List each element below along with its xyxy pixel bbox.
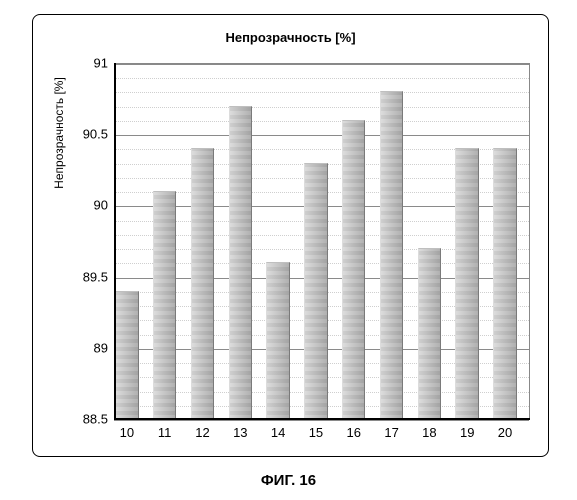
grid-major-line (114, 135, 529, 136)
x-axis-line (114, 418, 530, 420)
grid-minor-line (114, 107, 529, 108)
bar (418, 248, 441, 419)
y-tick-label: 90 (60, 198, 108, 213)
plot-area (114, 63, 530, 419)
x-tick-label: 13 (220, 425, 260, 440)
bar (191, 148, 214, 419)
chart-title: Непрозрачность [%] (32, 30, 549, 45)
bar (304, 163, 327, 419)
x-tick-label: 17 (372, 425, 412, 440)
x-tick-label: 15 (296, 425, 336, 440)
plot-inner (114, 64, 529, 419)
x-tick-label: 10 (107, 425, 147, 440)
x-tick-label: 14 (258, 425, 298, 440)
y-tick-label: 89 (60, 340, 108, 355)
x-tick-label: 12 (182, 425, 222, 440)
x-tick-label: 16 (334, 425, 374, 440)
x-tick-label: 19 (447, 425, 487, 440)
grid-minor-line (114, 121, 529, 122)
bar (493, 148, 516, 419)
y-tick-label: 90.5 (60, 127, 108, 142)
bar (115, 291, 138, 419)
x-tick-label: 18 (409, 425, 449, 440)
bar (229, 106, 252, 419)
bar (266, 262, 289, 419)
y-axis-line (114, 63, 116, 419)
y-tick-label: 89.5 (60, 269, 108, 284)
bar (455, 148, 478, 419)
x-tick-label: 20 (485, 425, 525, 440)
y-axis-title: Непрозрачность [%] (52, 0, 66, 311)
grid-major-line (114, 420, 529, 421)
y-tick-label: 88.5 (60, 412, 108, 427)
figure-caption: ФИГ. 16 (0, 472, 577, 489)
x-tick-label: 11 (145, 425, 185, 440)
y-tick-label: 91 (60, 56, 108, 71)
bar (153, 191, 176, 419)
grid-minor-line (114, 92, 529, 93)
grid-major-line (114, 64, 529, 65)
bar (342, 120, 365, 419)
grid-minor-line (114, 78, 529, 79)
bar (380, 91, 403, 419)
